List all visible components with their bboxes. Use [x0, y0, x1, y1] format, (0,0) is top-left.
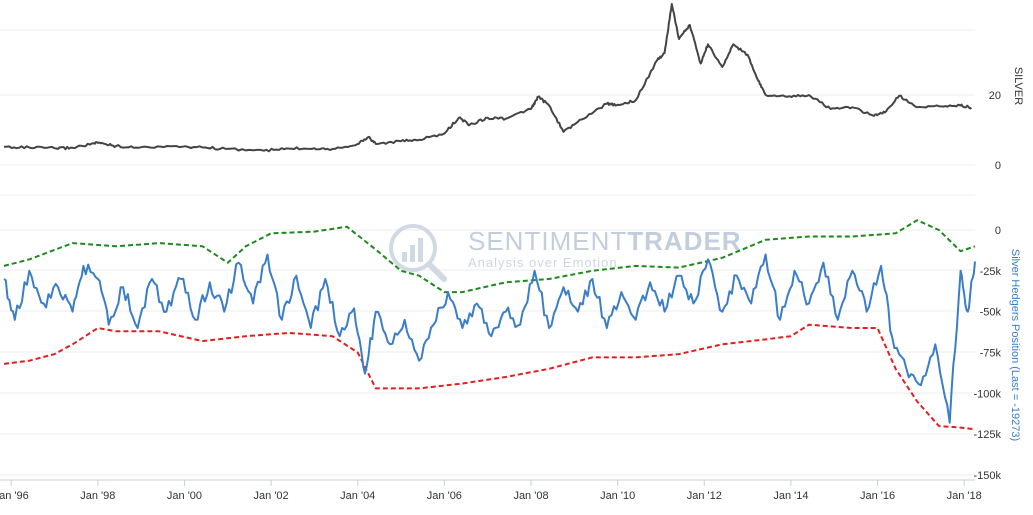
watermark-brand-light: SENTIMENT [468, 226, 627, 256]
svg-text:SENTIMENTTRADER: SENTIMENTTRADER [468, 226, 742, 256]
hedgers-y-tick-label: 0 [995, 225, 1001, 237]
x-tick-label: Jan '06 [427, 490, 462, 502]
x-tick-label: Jan '02 [254, 490, 289, 502]
silver-axis-title: SILVER [1012, 67, 1024, 105]
hedgers-y-tick-label: -150k [973, 470, 1001, 482]
lower-band-line [3, 323, 976, 431]
x-tick-label: Jan '10 [600, 490, 635, 502]
x-tick-label: Jan '08 [513, 490, 548, 502]
watermark-tagline: Analysis over Emotion [468, 255, 618, 270]
watermark: SENTIMENTTRADER Analysis over Emotion [389, 224, 742, 282]
x-tick-label: Jan '00 [167, 490, 202, 502]
watermark-brand-bold: TRADER [627, 226, 741, 256]
x-tick-label: Jan '16 [860, 490, 895, 502]
x-tick-label: Jan '12 [687, 490, 722, 502]
x-tick-label: Jan '04 [340, 490, 375, 502]
x-tick-label: Jan '98 [80, 490, 115, 502]
hedgers-position-line [3, 253, 976, 424]
upper-band-line [3, 219, 976, 294]
hedgers-y-tick-label: -100k [973, 388, 1001, 400]
silver-y-tick-label: 20 [989, 90, 1001, 102]
hedgers-y-tick-label: -75k [980, 348, 1002, 360]
hedgers-y-tick-label: -125k [973, 429, 1001, 441]
watermark-logo-icon [389, 224, 447, 282]
silver-y-tick-label: 0 [995, 160, 1001, 172]
x-tick-label: Jan '96 [0, 490, 29, 502]
grid-lines [0, 29, 975, 476]
x-tick-label: Jan '14 [773, 490, 808, 502]
x-tick-label: Jan '18 [947, 490, 982, 502]
series-layer [3, 3, 976, 431]
hedgers-y-tick-label: -50k [980, 307, 1002, 319]
hedgers-y-tick-label: -25k [980, 266, 1002, 278]
silver-price-line [3, 3, 973, 153]
hedgers-axis-title: Silver Hedgers Position (Last = -19273) [1009, 249, 1021, 441]
axis-layer: Jan '96 Jan '98 Jan '00 Jan '02 Jan '04 Jan '… [0, 90, 1001, 502]
